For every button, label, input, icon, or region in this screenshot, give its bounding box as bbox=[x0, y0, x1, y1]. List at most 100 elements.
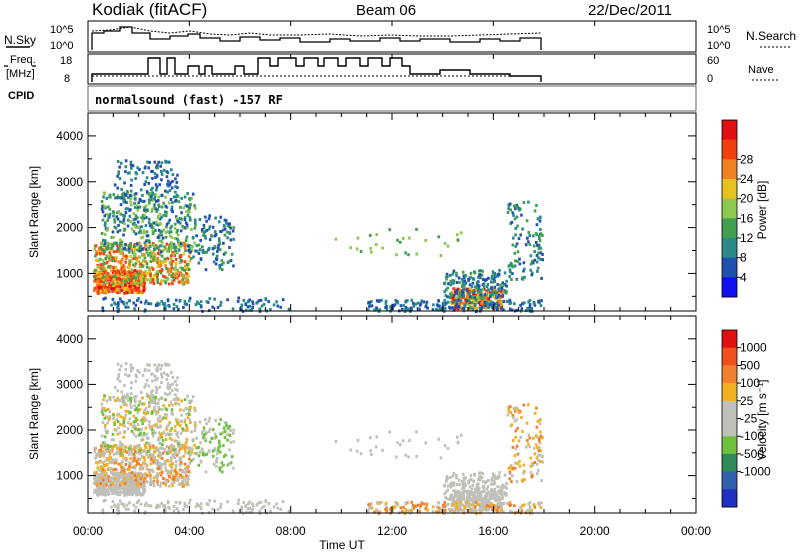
data-cell bbox=[166, 385, 169, 389]
data-cell bbox=[507, 405, 510, 409]
data-cell bbox=[518, 459, 521, 463]
data-cell bbox=[536, 472, 539, 476]
data-cell bbox=[513, 264, 517, 268]
data-cell bbox=[113, 301, 116, 305]
data-cell bbox=[485, 302, 489, 306]
data-cell bbox=[104, 206, 107, 210]
data-cell bbox=[537, 247, 541, 251]
data-cell bbox=[520, 307, 524, 311]
data-cell bbox=[150, 468, 154, 472]
data-cell bbox=[96, 277, 100, 281]
data-cell bbox=[492, 294, 496, 298]
data-cell bbox=[405, 501, 409, 505]
data-cell bbox=[106, 421, 109, 425]
data-cell bbox=[522, 261, 526, 265]
data-cell bbox=[513, 302, 516, 306]
data-cell bbox=[119, 463, 123, 467]
data-cell bbox=[177, 248, 181, 252]
data-cell bbox=[476, 281, 479, 285]
data-cell bbox=[396, 238, 399, 242]
data-cell bbox=[154, 460, 157, 464]
data-cell bbox=[117, 307, 121, 311]
data-cell bbox=[172, 398, 176, 402]
data-cell bbox=[186, 213, 190, 217]
data-cell bbox=[226, 433, 229, 437]
data-cell bbox=[102, 486, 105, 490]
data-cell bbox=[177, 450, 181, 454]
data-cell bbox=[451, 481, 454, 485]
data-cell bbox=[137, 472, 141, 476]
data-cell bbox=[94, 286, 97, 290]
data-cell bbox=[94, 254, 97, 258]
data-cell bbox=[99, 263, 103, 267]
data-cell bbox=[156, 401, 160, 405]
data-cell bbox=[139, 245, 143, 249]
data-cell bbox=[166, 501, 170, 505]
data-cell bbox=[540, 501, 543, 505]
x-tick-label: 00:00 bbox=[681, 524, 711, 538]
data-cell bbox=[116, 290, 119, 294]
data-cell bbox=[143, 369, 147, 373]
data-cell bbox=[177, 280, 181, 284]
y-tick-label: 3000 bbox=[56, 377, 83, 391]
data-cell bbox=[481, 269, 484, 273]
data-cell bbox=[185, 504, 188, 508]
data-cell bbox=[184, 441, 188, 445]
data-cell bbox=[169, 181, 172, 185]
data-cell bbox=[483, 298, 487, 302]
data-cell bbox=[458, 295, 462, 299]
data-cell bbox=[444, 496, 448, 500]
data-cell bbox=[185, 412, 188, 416]
data-cell bbox=[451, 508, 454, 512]
data-cell bbox=[404, 453, 407, 457]
data-cell bbox=[187, 255, 191, 259]
data-cell bbox=[533, 452, 537, 456]
data-cell bbox=[111, 446, 114, 450]
data-cell bbox=[104, 245, 108, 249]
data-cell bbox=[164, 416, 168, 420]
data-cell bbox=[469, 295, 472, 299]
data-cell bbox=[159, 263, 163, 267]
data-cell bbox=[522, 403, 526, 407]
data-cell bbox=[182, 252, 186, 256]
data-cell bbox=[483, 495, 487, 499]
data-cell bbox=[455, 297, 459, 301]
data-cell bbox=[188, 197, 191, 201]
data-cell bbox=[442, 301, 446, 305]
x-tick-label: 00:00 bbox=[73, 524, 103, 538]
data-cell bbox=[490, 479, 494, 483]
data-cell bbox=[93, 247, 97, 251]
data-cell bbox=[220, 263, 224, 267]
data-cell bbox=[144, 446, 148, 450]
data-cell bbox=[501, 483, 505, 487]
data-cell bbox=[116, 230, 120, 234]
data-cell bbox=[99, 448, 103, 452]
data-cell bbox=[456, 238, 460, 242]
data-cell bbox=[503, 271, 507, 275]
data-cell bbox=[500, 488, 504, 492]
data-cell bbox=[117, 282, 121, 286]
data-cell bbox=[495, 504, 498, 508]
data-cell bbox=[531, 462, 534, 466]
data-cell bbox=[414, 302, 418, 306]
data-cell bbox=[134, 490, 138, 494]
data-cell bbox=[129, 254, 132, 258]
data-cell bbox=[211, 252, 215, 256]
data-cell bbox=[165, 225, 168, 229]
data-cell bbox=[114, 488, 117, 492]
data-cell bbox=[495, 302, 498, 306]
data-cell bbox=[103, 441, 107, 445]
data-cell bbox=[480, 475, 484, 479]
data-cell bbox=[479, 276, 482, 280]
data-cell bbox=[123, 275, 126, 279]
data-cell bbox=[452, 483, 455, 487]
data-cell bbox=[148, 224, 152, 228]
data-cell bbox=[202, 223, 206, 227]
data-cell bbox=[474, 298, 478, 302]
data-cell bbox=[420, 299, 423, 303]
data-cell bbox=[197, 454, 201, 458]
data-cell bbox=[99, 483, 103, 487]
data-cell bbox=[222, 252, 226, 256]
data-cell bbox=[486, 501, 489, 505]
data-cell bbox=[159, 271, 163, 275]
